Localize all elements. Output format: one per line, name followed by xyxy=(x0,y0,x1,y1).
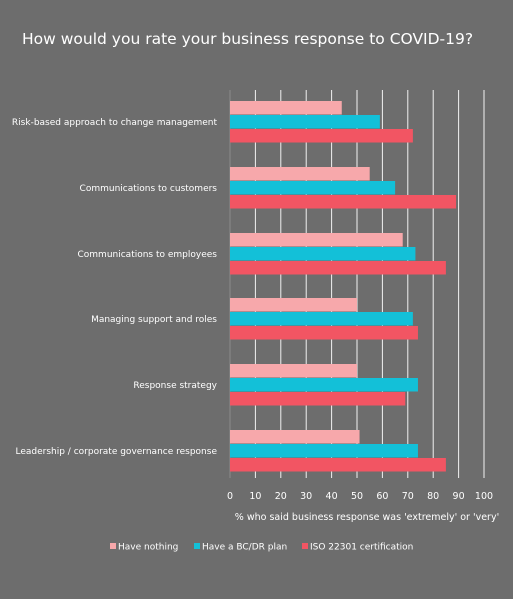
legend-label-2: Have a BC/DR plan xyxy=(202,543,287,553)
bar-1-series-1 xyxy=(230,101,342,115)
x-tick-label-80: 80 xyxy=(427,491,439,502)
x-tick-label-90: 90 xyxy=(453,491,465,502)
bar-4-series-3 xyxy=(230,326,418,340)
legend-swatch-2 xyxy=(194,543,200,549)
bar-1-series-2 xyxy=(230,115,380,129)
bar-1-series-3 xyxy=(230,129,413,143)
x-tick-label-30: 30 xyxy=(300,491,312,502)
bar-4-series-2 xyxy=(230,312,413,326)
bar-5-series-3 xyxy=(230,392,406,406)
bar-4-series-1 xyxy=(230,298,357,312)
x-tick-label-60: 60 xyxy=(376,491,388,502)
bar-3-series-2 xyxy=(230,247,416,261)
category-label-2: Communications to customers xyxy=(80,184,218,194)
legend-label-1: Have nothing xyxy=(118,543,178,553)
category-label-4: Managing support and roles xyxy=(91,315,217,325)
bar-6-series-3 xyxy=(230,458,446,472)
x-axis-title: % who said business response was 'extrem… xyxy=(235,512,499,523)
bar-3-series-1 xyxy=(230,233,403,247)
legend-label-3: ISO 22301 certification xyxy=(310,543,413,553)
x-tick-label-40: 40 xyxy=(326,491,338,502)
x-tick-label-70: 70 xyxy=(402,491,414,502)
bar-2-series-2 xyxy=(230,181,396,195)
category-label-1: Risk-based approach to change management xyxy=(12,118,218,128)
legend-swatch-1 xyxy=(110,543,116,549)
bar-3-series-3 xyxy=(230,261,446,275)
x-tick-label-10: 10 xyxy=(249,491,261,502)
bar-5-series-2 xyxy=(230,378,418,392)
category-label-5: Response strategy xyxy=(133,381,217,391)
category-label-6: Leadership / corporate governance respon… xyxy=(15,447,217,457)
category-label-3: Communications to employees xyxy=(78,250,218,260)
bar-6-series-2 xyxy=(230,444,418,458)
bar-5-series-1 xyxy=(230,364,357,378)
legend-swatch-3 xyxy=(302,543,308,549)
bar-2-series-3 xyxy=(230,195,457,209)
x-tick-label-0: 0 xyxy=(227,491,233,502)
x-tick-label-100: 100 xyxy=(475,491,493,502)
x-tick-label-20: 20 xyxy=(275,491,287,502)
bar-6-series-1 xyxy=(230,430,360,444)
x-tick-label-50: 50 xyxy=(351,491,363,502)
chart-title: How would you rate your business respons… xyxy=(22,30,474,48)
bar-2-series-1 xyxy=(230,167,370,181)
